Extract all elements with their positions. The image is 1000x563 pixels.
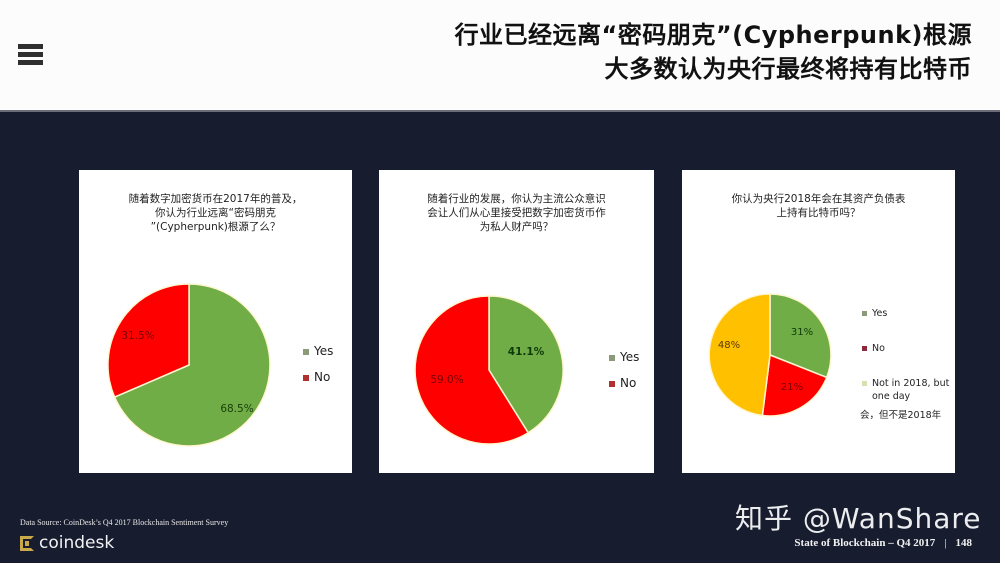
pie-slice-not-2018	[708, 293, 771, 417]
legend-swatch-icon	[303, 349, 309, 355]
watermark: 知乎 @WanShare	[735, 502, 982, 535]
pie-slice-no	[761, 353, 828, 417]
legend-swatch-icon	[862, 311, 867, 316]
label-yes: 41.1%	[508, 346, 545, 358]
title-line-2: 大多数认为央行最终将持有比特币	[604, 55, 972, 83]
legend-label: Yes	[620, 350, 640, 364]
report-name: State of Blockchain – Q4 2017	[794, 537, 936, 549]
chart-legend: Yes No	[303, 344, 333, 396]
header: 行业已经远离“密码朋克”(Cypherpunk)根源 大多数认为央行最终将持有比…	[0, 0, 1000, 112]
page-number: 148	[955, 537, 973, 549]
question-line: 为私人财产吗？	[479, 221, 554, 233]
pie-slice-yes	[113, 283, 271, 447]
brand-name: coindesk	[39, 533, 115, 553]
chart-question: 随着行业的发展，你认为主流公众意识 会让人们从心里接受把数字加密货币作 为私人财…	[379, 192, 654, 234]
legend-item-not-2018: Not in 2018, but one day	[862, 377, 952, 403]
legend-swatch-icon	[862, 346, 867, 351]
legend-label: No	[872, 343, 885, 354]
label-yes: 68.5%	[220, 403, 253, 415]
pie-chart: 31% 21% 48%	[708, 293, 832, 417]
legend-label: Yes	[314, 344, 334, 358]
legend-swatch-icon	[609, 355, 615, 361]
question-line: 随着行业的发展，你认为主流公众意识	[427, 193, 606, 205]
legend-item-no: No	[862, 342, 952, 355]
chart-panel-central-bank: 你认为央行2018年会在其资产负债表 上持有比特币吗？ 31% 21% 48% …	[682, 170, 955, 473]
legend-item-no: No	[303, 370, 333, 384]
legend-item-no: No	[609, 376, 639, 390]
legend-swatch-icon	[609, 381, 615, 387]
label-no: 59.0%	[430, 374, 463, 386]
coindesk-logo-icon	[20, 535, 34, 551]
question-line: ”(Cypherpunk)根源了么？	[150, 221, 281, 233]
question-line: 随着数字加密货币在2017年的普及，	[128, 193, 303, 205]
data-source: Data Source: CoinDesk’s Q4 2017 Blockcha…	[20, 518, 229, 527]
label-yes: 31%	[791, 327, 813, 338]
pie-chart: 68.5% 31.5%	[107, 283, 271, 447]
question-line: 你认为行业远离“密码朋克	[155, 207, 276, 219]
title-line-1: 行业已经远离“密码朋克”(Cypherpunk)根源	[454, 21, 972, 49]
chart-panel-cypherpunk: 随着数字加密货币在2017年的普及， 你认为行业远离“密码朋克 ”(Cypher…	[79, 170, 352, 473]
chart-question: 你认为央行2018年会在其资产负债表 上持有比特币吗？	[682, 192, 955, 220]
legend-swatch-icon	[862, 381, 867, 386]
coindesk-brand: coindesk	[20, 533, 114, 553]
question-line: 会让人们从心里接受把数字加密货币作	[427, 207, 606, 219]
legend-swatch-icon	[303, 375, 309, 381]
label-no: 31.5%	[121, 330, 154, 342]
chart-legend: Yes No	[609, 350, 639, 402]
legend-label: No	[620, 376, 637, 390]
label-not-2018: 48%	[718, 340, 740, 351]
legend-annotation: 会，但不是2018年	[860, 410, 942, 421]
footer-report: State of Blockchain – Q4 2017 | 148	[794, 537, 972, 549]
question-line: 上持有比特币吗？	[776, 207, 861, 219]
pie-chart: 41.1% 59.0%	[414, 295, 564, 445]
legend-item-yes: Yes	[609, 350, 639, 364]
chart-question: 随着数字加密货币在2017年的普及， 你认为行业远离“密码朋克 ”(Cypher…	[79, 192, 352, 234]
separator: |	[944, 537, 947, 549]
legend-item-yes: Yes	[303, 344, 333, 358]
chart-legend: Yes No Not in 2018, but one day 会，但不是201…	[860, 307, 952, 421]
label-no: 21%	[781, 382, 803, 393]
page-title: 行业已经远离“密码朋克”(Cypherpunk)根源 大多数认为央行最终将持有比…	[455, 18, 972, 86]
legend-label: Yes	[872, 308, 888, 319]
legend-label: No	[314, 370, 331, 384]
question-line: 你认为央行2018年会在其资产负债表	[731, 193, 906, 205]
legend-item-yes: Yes	[862, 307, 952, 320]
pie-slice-no	[414, 295, 530, 445]
pie-slice-yes	[769, 293, 832, 379]
chart-panel-private-property: 随着行业的发展，你认为主流公众意识 会让人们从心里接受把数字加密货币作 为私人财…	[379, 170, 654, 473]
legend-label: Not in 2018, but one day	[872, 378, 950, 402]
hamburger-menu-icon[interactable]	[18, 44, 43, 65]
pie-slice-no	[107, 283, 190, 399]
